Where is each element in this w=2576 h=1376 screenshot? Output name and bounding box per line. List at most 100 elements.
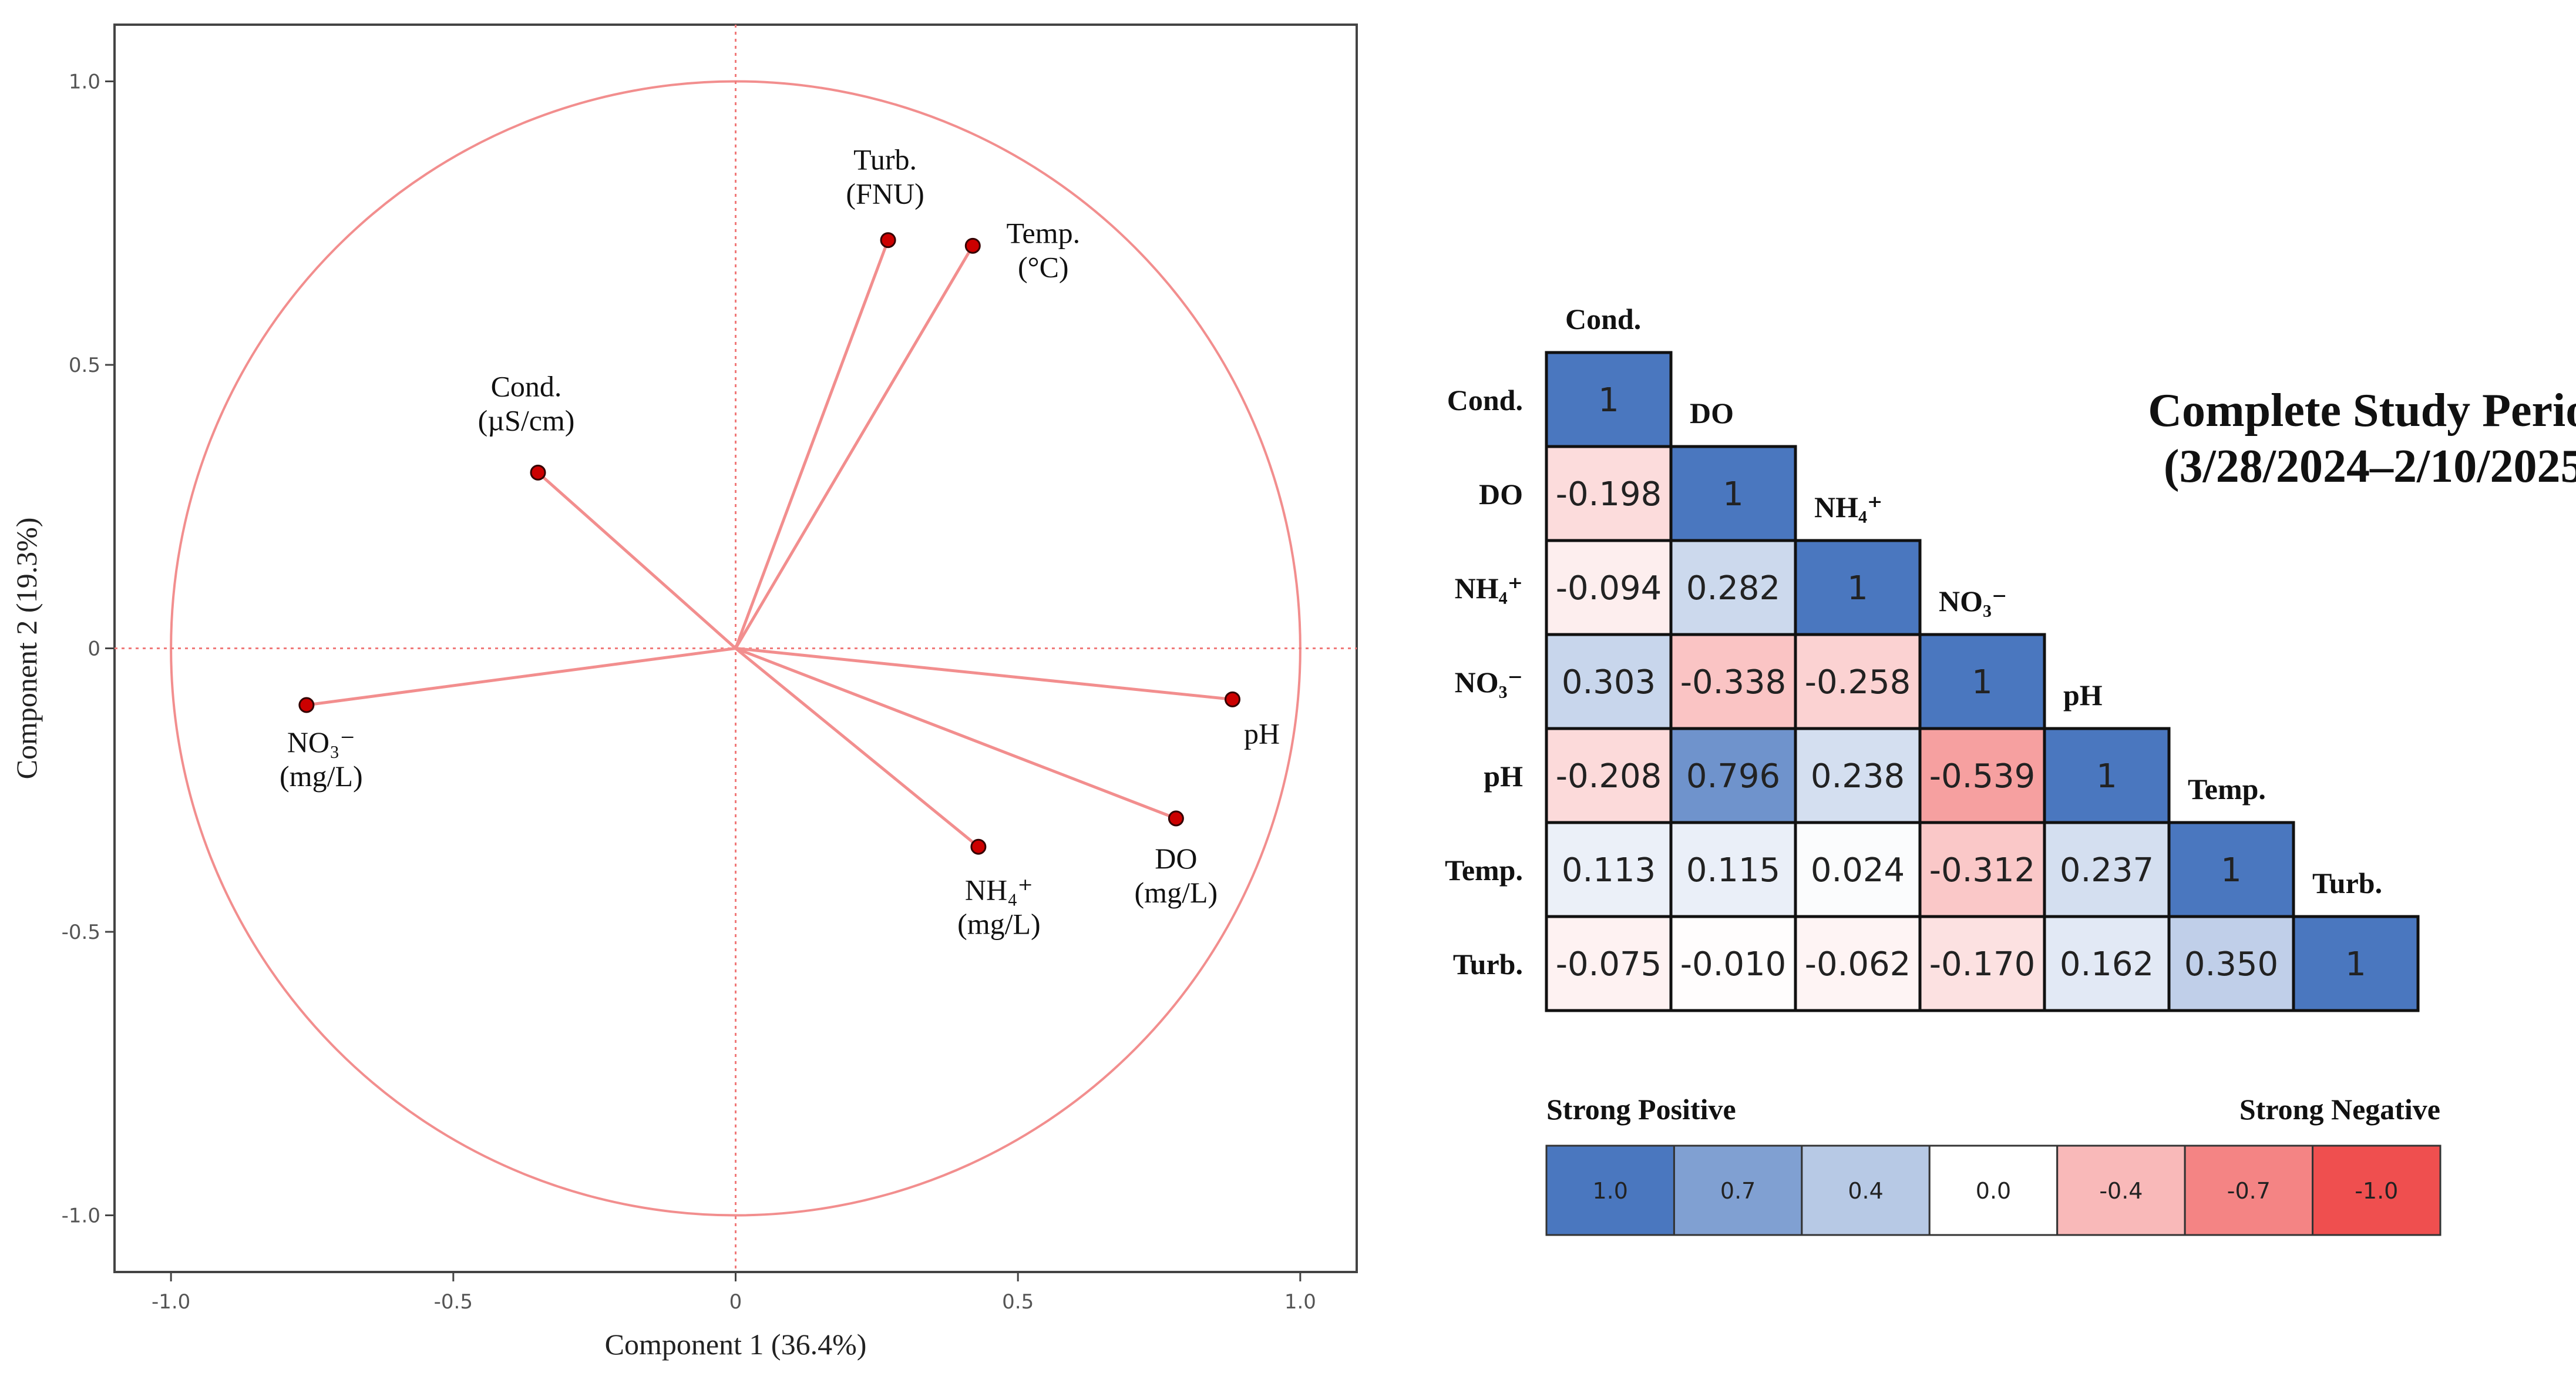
cell-value: -0.338	[1680, 663, 1787, 702]
row-label: NH₄⁺	[1455, 572, 1523, 605]
column-label: Temp.	[2188, 773, 2266, 806]
legend-swatch-label: 0.7	[1720, 1178, 1756, 1204]
loading-point	[298, 697, 315, 713]
x-tick-label: -1.0	[152, 1290, 190, 1314]
loading-vector	[735, 647, 1177, 820]
cell-value: -0.198	[1556, 475, 1662, 514]
x-tick-label: 0.5	[1002, 1290, 1034, 1314]
matrix-title-line: (3/28/2024–2/10/2025)	[2164, 441, 2576, 492]
column-label: pH	[2063, 679, 2103, 712]
loading-label-line: (µS/cm)	[478, 404, 575, 437]
cell-value: 0.113	[1562, 851, 1656, 890]
cell-value: -0.208	[1556, 757, 1662, 796]
row-label: Temp.	[1445, 854, 1523, 887]
loading-point	[1225, 691, 1240, 707]
cell-value: 0.796	[1686, 757, 1780, 796]
matrix-cell	[2292, 915, 2420, 1012]
loading-point	[880, 232, 896, 249]
y-tick-label: 1.0	[69, 71, 100, 94]
column-label: Cond.	[1565, 303, 1641, 335]
loading-vector	[734, 245, 974, 649]
legend-swatch-label: 1.0	[1592, 1178, 1627, 1204]
cell-value: 1	[1723, 475, 1744, 514]
cell-value: -0.094	[1556, 569, 1662, 608]
y-tick-label: 0.5	[69, 354, 100, 377]
pca-loading-plot: -1.0 -0.5 0 0.5 1.0 1.0 0.5 0 -0.5 -1.0 Component …	[10, 24, 1358, 1361]
x-tick-label: 1.0	[1284, 1290, 1316, 1314]
cell-value: 0.237	[2060, 851, 2154, 890]
column-label: DO	[1690, 397, 1734, 429]
cell-value: -0.010	[1680, 945, 1787, 984]
legend-swatch	[2312, 1145, 2442, 1236]
x-axis-label: Component 1 (36.4%)	[605, 1328, 867, 1361]
matrix-cell	[1669, 539, 1797, 636]
matrix-cell	[1545, 727, 1673, 824]
loading-label-line: (°C)	[1018, 250, 1069, 283]
cell-value: 1	[2096, 757, 2117, 796]
loading-label-line: NH₄⁺	[965, 873, 1033, 906]
loading-vector	[735, 647, 1233, 701]
loading-point	[530, 464, 546, 481]
row-label: Cond.	[1447, 384, 1523, 417]
row-label: DO	[1479, 478, 1523, 511]
legend-positive-label: Strong Positive	[1546, 1093, 1736, 1126]
legend-swatch-label: 0.0	[1976, 1178, 2011, 1204]
matrix-title: Complete Study Period (3/28/2024–2/10/202…	[2148, 385, 2576, 492]
loading-label: Temp. (°C)	[1006, 216, 1080, 283]
legend-swatch	[1801, 1145, 1931, 1236]
matrix-cell	[1794, 821, 1922, 918]
loading-label: Turb. (FNU)	[846, 143, 924, 210]
legend-swatch	[2184, 1145, 2314, 1236]
y-tick-label: 0	[88, 637, 100, 661]
matrix-cell	[1545, 821, 1673, 918]
cell-value: -0.062	[1805, 945, 1911, 984]
loading-label-line: NO₃⁻	[287, 726, 355, 759]
matrix-cell	[1545, 915, 1673, 1012]
cell-value: 0.024	[1811, 851, 1905, 890]
column-label: Turb.	[2312, 867, 2382, 900]
cell-value: 0.115	[1686, 851, 1780, 890]
cell-value: 1	[1847, 569, 1868, 608]
loading-vector	[537, 471, 737, 650]
loading-label-line: (FNU)	[846, 177, 924, 210]
loading-label-line: Turb.	[853, 143, 917, 176]
loading-label-line: Cond.	[491, 370, 562, 402]
cell-value: -0.170	[1929, 945, 2036, 984]
loading-label-line: Temp.	[1006, 216, 1080, 249]
legend-swatch-label: 0.4	[1848, 1178, 1883, 1204]
matrix-cell	[1669, 821, 1797, 918]
matrix-cell	[1918, 633, 2046, 730]
loading-label: Cond. (µS/cm)	[478, 370, 575, 437]
matrix-cell	[1794, 539, 1922, 636]
loading-point	[1168, 810, 1184, 827]
loading-label-line: (mg/L)	[280, 760, 363, 793]
y-tick-label: -1.0	[62, 1204, 100, 1228]
correlation-matrix: Cond. Cond. DO DO NH₄⁺ NH₄⁺ NO₃⁻ NO₃⁻ pH pH Temp. T…	[1445, 303, 2576, 1236]
loading-point	[964, 237, 981, 254]
cell-value: 0.303	[1562, 663, 1656, 702]
loading-label: NH₄⁺ (mg/L)	[957, 873, 1041, 940]
cell-value: 0.162	[2060, 945, 2154, 984]
loading-vector	[734, 239, 890, 649]
matrix-title-line: Complete Study Period	[2148, 385, 2576, 437]
legend-swatch	[1673, 1145, 1803, 1236]
matrix-cell	[2167, 821, 2295, 918]
loading-label-line: (mg/L)	[1135, 876, 1218, 909]
y-axis-label: Component 2 (19.3%)	[10, 518, 43, 780]
matrix-cell	[1669, 633, 1797, 730]
loading-vector	[734, 647, 980, 848]
legend-swatch	[2056, 1145, 2186, 1236]
cell-value: 0.282	[1686, 569, 1780, 608]
x-tick-label: 0	[729, 1290, 742, 1314]
cell-value: -0.539	[1929, 757, 2036, 796]
y-tick-label: -0.5	[62, 921, 100, 944]
legend-swatch	[1928, 1145, 2059, 1236]
row-label: pH	[1484, 760, 1523, 793]
cell-value: -0.312	[1929, 851, 2036, 890]
cell-value: 0.350	[2184, 945, 2278, 984]
cell-value: -0.075	[1556, 945, 1662, 984]
cell-value: 1	[1972, 663, 1993, 702]
matrix-cell	[1545, 351, 1673, 448]
legend-negative-label: Strong Negative	[2239, 1093, 2440, 1126]
loading-label-line: DO	[1155, 842, 1197, 875]
